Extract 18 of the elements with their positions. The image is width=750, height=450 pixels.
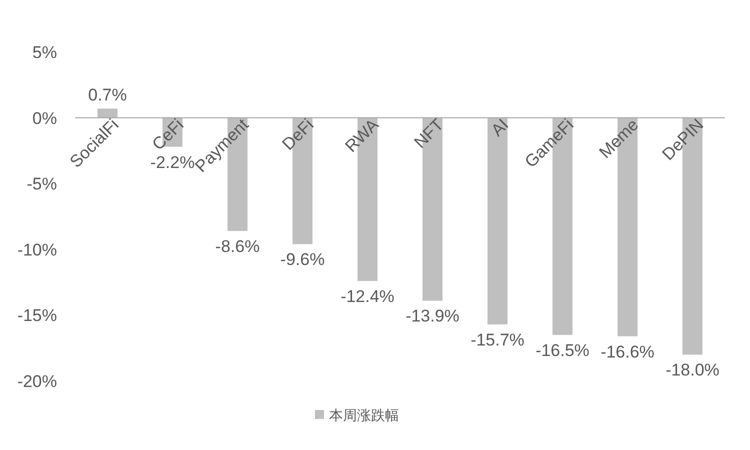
data-label: -16.6%: [600, 342, 654, 362]
data-label: 0.7%: [88, 86, 127, 105]
data-label: -2.2%: [150, 152, 195, 172]
data-label: -8.6%: [215, 236, 260, 256]
data-label: -12.4%: [340, 286, 394, 306]
legend-label: 本周涨跌幅: [329, 407, 399, 423]
data-label: -18.0%: [666, 360, 720, 380]
data-label: -13.9%: [406, 306, 460, 326]
y-tick-label: -20%: [17, 372, 57, 391]
y-tick-label: -5%: [26, 174, 57, 194]
data-label: -16.5%: [536, 340, 590, 360]
x-tick-label: AI: [488, 115, 512, 140]
y-tick-label: 0%: [32, 108, 57, 128]
y-tick-label: -15%: [17, 306, 57, 326]
data-label: -9.6%: [280, 250, 325, 270]
y-tick-label: -10%: [17, 240, 57, 260]
data-label: -15.7%: [470, 330, 524, 350]
y-tick-label: 5%: [32, 43, 57, 62]
